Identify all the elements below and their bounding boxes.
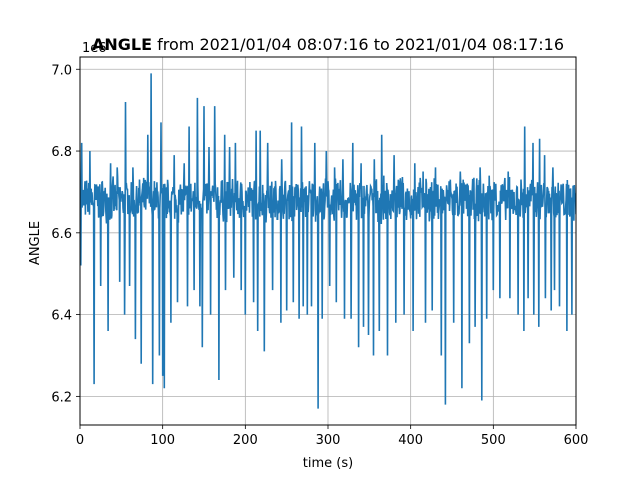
x-tick-label: 500 — [481, 433, 506, 448]
chart-title: ANGLE from 2021/01/04 08:07:16 to 2021/0… — [92, 35, 564, 54]
series-line-angle — [80, 73, 576, 409]
x-tick-label: 400 — [398, 433, 423, 448]
grid-lines — [79, 57, 577, 425]
y-axis-ticks: 6.2 6.4 6.6 6.8 7.0 — [51, 63, 80, 405]
plot-area — [80, 73, 576, 409]
x-tick-label: 600 — [564, 433, 589, 448]
x-tick-label: 0 — [76, 433, 84, 448]
x-axis-ticks: 0 100 200 300 400 500 600 — [76, 425, 589, 448]
x-tick-label: 300 — [316, 433, 341, 448]
y-offset-label: 1e6 — [82, 41, 107, 56]
x-tick-label: 200 — [233, 433, 258, 448]
x-tick-label: 100 — [150, 433, 175, 448]
y-axis-label: ANGLE — [28, 221, 43, 265]
chart-title-rest: from 2021/01/04 08:07:16 to 2021/01/04 0… — [152, 35, 564, 54]
y-tick-label: 6.4 — [51, 309, 72, 324]
y-tick-label: 6.6 — [51, 227, 72, 242]
y-tick-label: 6.2 — [51, 390, 72, 405]
chart-title-bold: ANGLE — [92, 35, 152, 54]
x-axis-label: time (s) — [303, 456, 353, 471]
y-tick-label: 7.0 — [51, 63, 72, 78]
y-tick-label: 6.8 — [51, 145, 72, 160]
